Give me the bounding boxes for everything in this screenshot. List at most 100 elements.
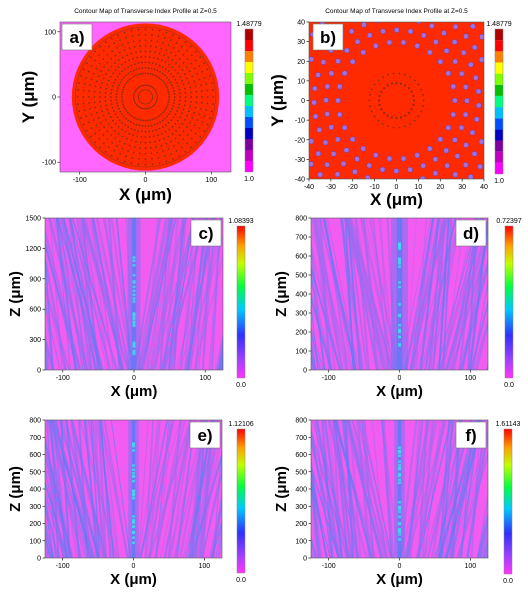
air-hole <box>127 126 130 128</box>
air-hole <box>132 57 134 60</box>
air-hole <box>106 53 109 56</box>
air-hole <box>454 153 461 159</box>
field-streak <box>91 420 106 558</box>
beam-speck <box>398 343 401 346</box>
field-streak <box>45 495 59 558</box>
air-hole <box>441 30 447 36</box>
core-hole <box>377 119 380 122</box>
core-hole <box>377 99 381 102</box>
air-hole <box>296 165 301 170</box>
air-hole <box>186 66 188 68</box>
air-hole <box>198 64 201 67</box>
colorbar-min-label: 0.0 <box>236 382 246 389</box>
air-hole <box>130 115 133 117</box>
colorbar-step <box>245 161 253 172</box>
field-streak <box>311 300 319 370</box>
air-hole <box>478 15 483 20</box>
air-hole <box>471 44 478 51</box>
air-hole <box>162 80 164 83</box>
field-streak <box>210 504 222 558</box>
air-hole <box>181 45 183 48</box>
air-hole <box>121 121 124 124</box>
air-hole <box>487 46 492 51</box>
field-streak <box>45 452 73 558</box>
air-hole <box>507 132 512 137</box>
air-hole <box>114 78 117 81</box>
field-streak <box>150 218 174 370</box>
air-hole <box>433 210 438 215</box>
air-hole <box>155 63 158 65</box>
panel-c: -100 0 100 0 300 600 900 1200 1500 X (μm) Z (μm) c)… <box>7 216 254 401</box>
air-hole <box>324 111 331 117</box>
y-tick-label: 100 <box>44 29 56 36</box>
air-hole <box>144 147 147 150</box>
plot-title: Contour Map of Transverse Index Profile … <box>325 8 468 15</box>
y-tick-label: 700 <box>295 435 307 442</box>
air-hole <box>151 158 153 160</box>
air-hole <box>163 36 166 39</box>
air-hole <box>193 124 196 127</box>
air-hole <box>182 130 185 133</box>
air-hole <box>132 122 135 125</box>
air-hole <box>90 64 93 67</box>
air-hole <box>140 56 143 58</box>
core-hole <box>395 116 398 120</box>
air-hole <box>106 108 109 111</box>
air-hole <box>169 152 172 155</box>
core-hole <box>398 72 401 75</box>
air-hole <box>112 82 115 84</box>
field-streak <box>56 218 71 370</box>
field-streak <box>461 262 488 370</box>
air-hole <box>144 50 147 53</box>
air-hole <box>393 27 400 33</box>
plot-area <box>311 420 488 558</box>
beam-speck <box>132 259 136 262</box>
air-hole <box>288 110 293 115</box>
field-streak <box>45 506 60 558</box>
field-streak <box>411 218 445 370</box>
y-tick-label: 300 <box>29 337 41 344</box>
x-tick-label: 0 <box>395 184 399 191</box>
field-streak <box>477 515 488 558</box>
air-hole <box>158 139 161 142</box>
air-hole <box>137 73 140 76</box>
beam-speck <box>132 444 135 448</box>
air-hole <box>169 81 172 84</box>
air-hole <box>101 81 103 84</box>
field-streak <box>311 218 343 370</box>
field-streak <box>45 284 71 370</box>
air-hole <box>78 110 81 112</box>
field-streak <box>45 431 65 558</box>
air-hole <box>315 186 320 191</box>
field-streak <box>311 331 322 370</box>
field-streak <box>133 218 162 370</box>
x-tick-label: -20 <box>348 184 358 191</box>
air-hole <box>133 146 136 148</box>
air-hole <box>147 119 149 122</box>
air-hole <box>106 83 109 86</box>
x-tick-label: 30 <box>458 184 466 191</box>
air-hole <box>99 105 102 108</box>
air-hole <box>121 93 123 96</box>
air-hole <box>393 168 400 174</box>
air-hole <box>446 191 451 196</box>
beam-speck <box>398 303 401 306</box>
beam-speck <box>132 475 135 478</box>
air-hole <box>194 85 197 88</box>
field-streak <box>322 420 334 558</box>
air-hole <box>102 114 105 117</box>
air-hole <box>386 155 393 162</box>
air-hole <box>280 34 285 39</box>
field-streak <box>311 461 320 558</box>
air-hole <box>116 116 119 119</box>
field-streak <box>344 420 355 558</box>
air-hole <box>158 52 161 55</box>
beam-speck <box>398 533 401 536</box>
field-streak <box>163 420 193 558</box>
field-streak <box>386 218 398 370</box>
y-tick-label: 0 <box>301 98 305 105</box>
air-hole <box>334 136 341 143</box>
air-hole <box>111 141 114 144</box>
beam-speck <box>398 260 401 264</box>
field-streak <box>485 547 488 558</box>
